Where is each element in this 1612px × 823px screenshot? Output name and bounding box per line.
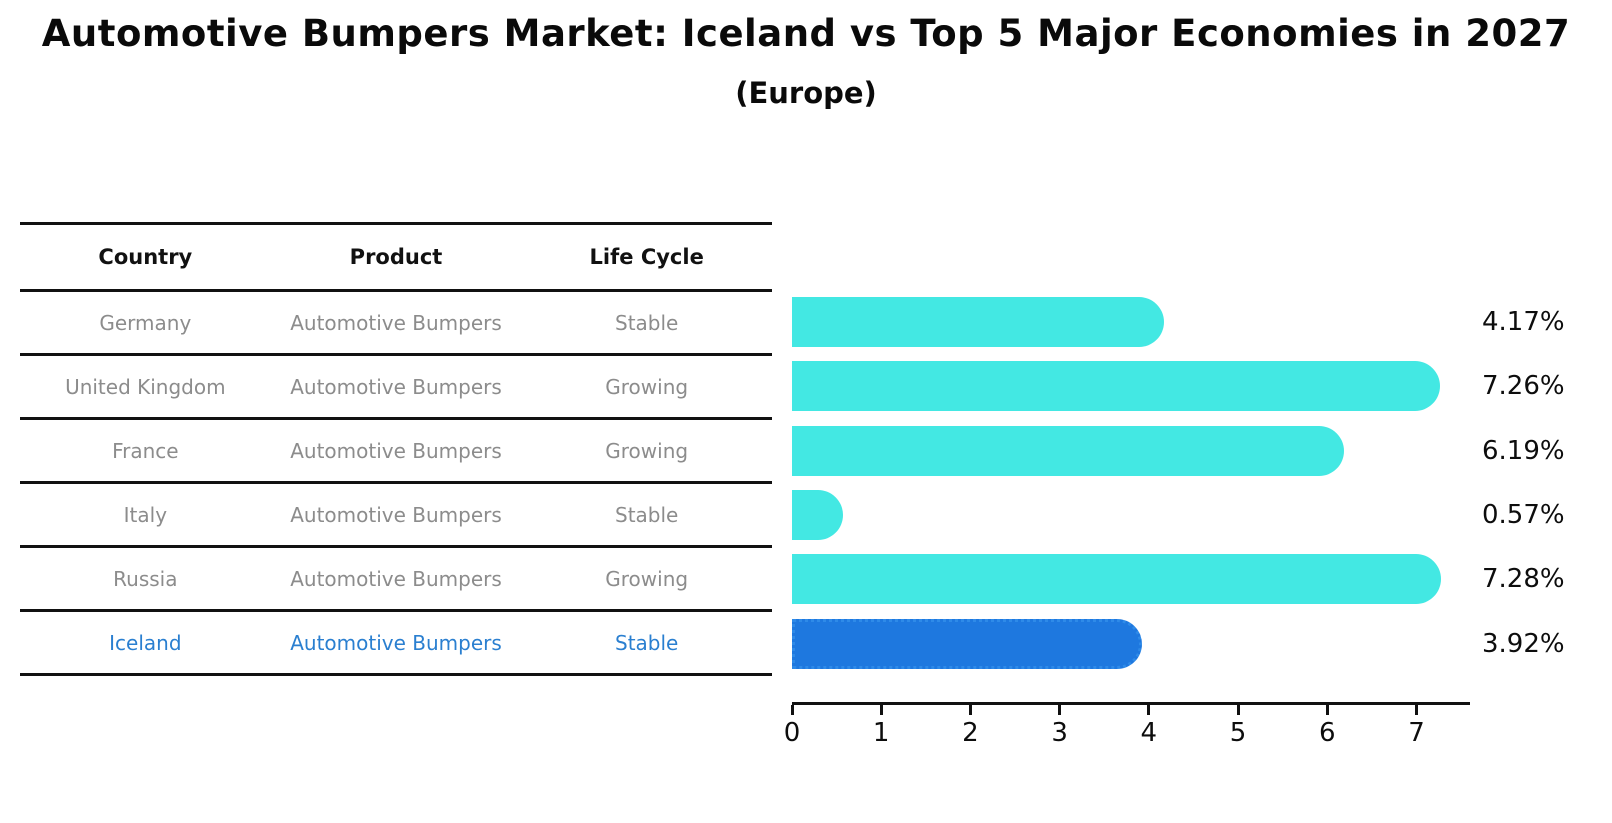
table-cell-country: France xyxy=(112,438,179,463)
bar-france xyxy=(792,425,1345,476)
x-tick-label: 6 xyxy=(1318,718,1336,748)
table-cell-life-cycle: Stable xyxy=(615,310,679,335)
bar-iceland xyxy=(792,618,1142,669)
table-cell-life-cycle: Growing xyxy=(605,566,689,591)
table-header-product: Product xyxy=(349,245,443,269)
x-tick-mark xyxy=(879,705,883,715)
table-cell-country: United Kingdom xyxy=(65,374,226,399)
x-tick-label: 1 xyxy=(872,718,890,748)
table-cell-country: Russia xyxy=(113,566,178,591)
table-cell-product: Automotive Bumpers xyxy=(290,310,502,335)
value-label-iceland: 3.92% xyxy=(1482,628,1565,659)
x-tick-mark xyxy=(1236,705,1240,715)
value-label-germany: 4.17% xyxy=(1482,307,1565,337)
table-header-row: Country Product Life Cycle xyxy=(20,222,772,292)
bar-united-kingdom xyxy=(792,361,1440,412)
table-cell-life-cycle: Stable xyxy=(615,630,679,655)
table-row-germany: Germany Automotive Bumpers Stable xyxy=(20,292,772,356)
bar-germany xyxy=(792,297,1164,347)
table-cell-country: Italy xyxy=(123,502,168,527)
table-cell-life-cycle: Growing xyxy=(605,374,689,399)
value-label-russia: 7.28% xyxy=(1482,564,1565,595)
bar-chart: 4.17% 7.26% 6.19% 0.57% 7.28% 3.92% 0 1 2 3 4 5 6 7 xyxy=(784,290,1565,748)
x-tick-label: 4 xyxy=(1140,718,1158,748)
chart-title: Automotive Bumpers Market: Iceland vs To… xyxy=(41,12,1571,55)
table-row-italy: Italy Automotive Bumpers Stable xyxy=(20,484,772,548)
country-info-table: Country Product Life Cycle Germany Automoti… xyxy=(20,222,772,676)
table-row-france: France Automotive Bumpers Growing xyxy=(20,420,772,484)
x-tick-label: 0 xyxy=(783,718,801,748)
table-row-iceland: Iceland Automotive Bumpers Stable xyxy=(20,612,772,676)
x-tick-mark xyxy=(1147,705,1151,715)
table-cell-product: Automotive Bumpers xyxy=(290,630,502,655)
table-cell-life-cycle: Stable xyxy=(615,502,679,527)
table-cell-product: Automotive Bumpers xyxy=(290,502,502,527)
value-label-france: 6.19% xyxy=(1482,435,1565,466)
chart-subtitle: (Europe) xyxy=(735,76,877,110)
table-cell-country: Germany xyxy=(99,310,192,335)
x-tick-label: 3 xyxy=(1051,718,1068,748)
x-tick-mark xyxy=(1325,705,1329,715)
table-header-life-cycle: Life Cycle xyxy=(589,245,704,269)
table-row-united-kingdom: United Kingdom Automotive Bumpers Growing xyxy=(20,356,772,420)
value-label-italy: 0.57% xyxy=(1482,499,1565,530)
x-tick-label: 7 xyxy=(1408,718,1425,748)
x-tick-mark xyxy=(1058,705,1062,715)
table-cell-product: Automotive Bumpers xyxy=(290,438,502,463)
bar-russia xyxy=(792,554,1442,605)
table-cell-product: Automotive Bumpers xyxy=(290,566,502,591)
table-cell-life-cycle: Growing xyxy=(605,438,689,463)
table-cell-product: Automotive Bumpers xyxy=(290,374,502,399)
bar-italy xyxy=(792,489,843,540)
x-tick-mark xyxy=(790,705,794,715)
table-cell-country: Iceland xyxy=(109,630,182,655)
x-tick-label: 2 xyxy=(962,718,979,748)
table-row-russia: Russia Automotive Bumpers Growing xyxy=(20,548,772,612)
x-tick-mark xyxy=(1414,705,1418,715)
x-tick-label: 5 xyxy=(1229,718,1247,748)
x-tick-mark xyxy=(968,705,972,715)
table-header-country: Country xyxy=(98,245,193,269)
x-axis-spine xyxy=(792,702,1470,705)
value-label-united-kingdom: 7.26% xyxy=(1482,371,1565,402)
